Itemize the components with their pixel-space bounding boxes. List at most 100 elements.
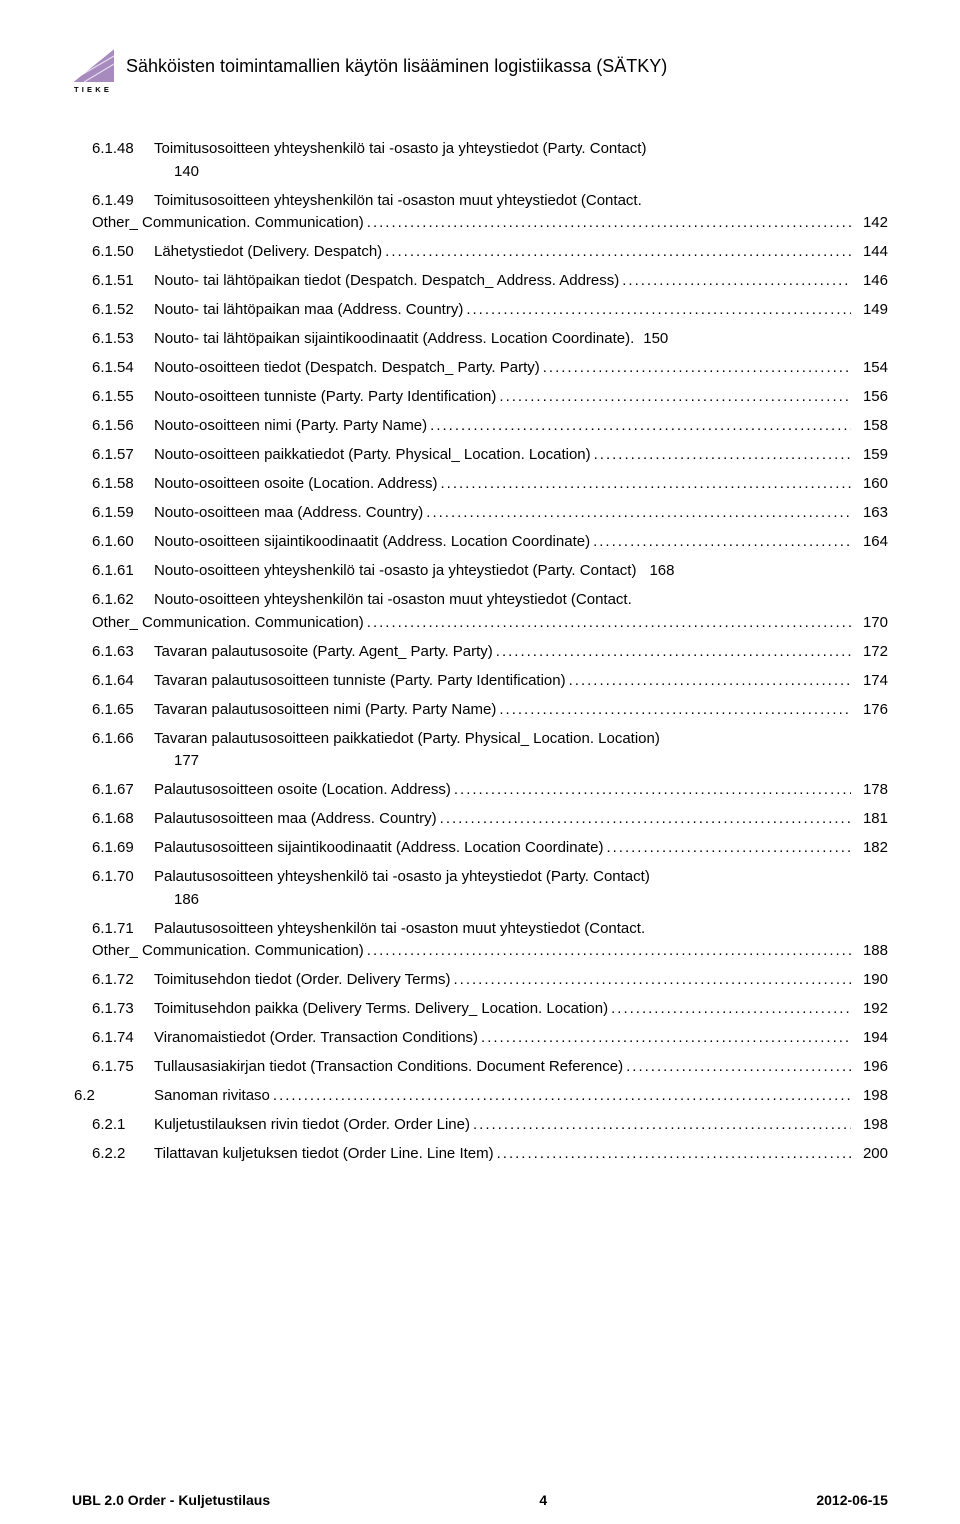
footer-doc-name: UBL 2.0 Order - Kuljetustilaus bbox=[72, 1492, 270, 1508]
logo-letters: TIEKE bbox=[72, 85, 114, 94]
toc-number: 6.1.53 bbox=[72, 328, 154, 351]
toc-entry: 6.2.2Tilattavan kuljetuksen tiedot (Orde… bbox=[72, 1143, 888, 1166]
toc-page: 164 bbox=[854, 531, 888, 554]
toc-entry: 6.1.50Lähetystiedot (Delivery. Despatch)… bbox=[72, 241, 888, 264]
toc-page: 159 bbox=[854, 444, 888, 467]
toc-number: 6.1.59 bbox=[72, 502, 154, 525]
toc-number: 6.1.64 bbox=[72, 670, 154, 693]
toc-entry: 6.1.54Nouto-osoitteen tiedot (Despatch. … bbox=[72, 357, 888, 380]
toc-text: Palautusosoitteen yhteyshenkilön tai -os… bbox=[154, 918, 645, 941]
toc-page: 158 bbox=[854, 415, 888, 438]
toc-leader bbox=[454, 969, 852, 992]
toc-leader bbox=[606, 837, 851, 860]
toc-text: Nouto-osoitteen nimi (Party. Party Name) bbox=[154, 415, 427, 438]
toc-entry: 6.1.65Tavaran palautusosoitteen nimi (Pa… bbox=[72, 699, 888, 722]
toc-text: Nouto- tai lähtöpaikan tiedot (Despatch.… bbox=[154, 270, 619, 293]
toc-number: 6.1.51 bbox=[72, 270, 154, 293]
toc-text: Lähetystiedot (Delivery. Despatch) bbox=[154, 241, 382, 264]
toc-entry: 6.1.68Palautusosoitteen maa (Address. Co… bbox=[72, 808, 888, 831]
toc-page: 149 bbox=[854, 299, 888, 322]
toc-text: Tilattavan kuljetuksen tiedot (Order Lin… bbox=[154, 1143, 494, 1166]
toc-text: Toimitusosoitteen yhteyshenkilö tai -osa… bbox=[154, 138, 646, 161]
toc-page: 200 bbox=[854, 1143, 888, 1166]
toc-text: Tavaran palautusosoite (Party. Agent_ Pa… bbox=[154, 641, 493, 664]
toc-entry: 6.1.69Palautusosoitteen sijaintikoodinaa… bbox=[72, 837, 888, 860]
toc-leader bbox=[426, 502, 851, 525]
page-header: TIEKE Sähköisten toimintamallien käytön … bbox=[72, 48, 888, 94]
toc-text: Nouto-osoitteen sijaintikoodinaatit (Add… bbox=[154, 531, 590, 554]
toc-entry: 6.1.58Nouto-osoitteen osoite (Location. … bbox=[72, 473, 888, 496]
toc-text: Nouto-osoitteen tiedot (Despatch. Despat… bbox=[154, 357, 540, 380]
toc-text: Palautusosoitteen maa (Address. Country) bbox=[154, 808, 437, 831]
toc-page: 144 bbox=[854, 241, 888, 264]
toc-leader bbox=[622, 270, 851, 293]
toc-number: 6.1.60 bbox=[72, 531, 154, 554]
toc-entry: 6.1.61Nouto-osoitteen yhteyshenkilö tai … bbox=[72, 560, 888, 583]
toc-leader bbox=[441, 473, 852, 496]
toc-entry: 6.1.52Nouto- tai lähtöpaikan maa (Addres… bbox=[72, 299, 888, 322]
toc-text: Kuljetustilauksen rivin tiedot (Order. O… bbox=[154, 1114, 470, 1137]
toc-text: Other_ Communication. Communication) bbox=[92, 940, 364, 963]
toc-text: Nouto- tai lähtöpaikan sijaintikoodinaat… bbox=[154, 328, 634, 351]
toc-text: Nouto-osoitteen osoite (Location. Addres… bbox=[154, 473, 438, 496]
toc-entry: 6.1.59Nouto-osoitteen maa (Address. Coun… bbox=[72, 502, 888, 525]
toc-entry: 6.1.56Nouto-osoitteen nimi (Party. Party… bbox=[72, 415, 888, 438]
toc-leader bbox=[496, 641, 851, 664]
toc-page: 198 bbox=[854, 1085, 888, 1108]
toc-number: 6.1.65 bbox=[72, 699, 154, 722]
toc-leader bbox=[497, 1143, 851, 1166]
toc-number: 6.1.67 bbox=[72, 779, 154, 802]
toc-text: Palautusosoitteen osoite (Location. Addr… bbox=[154, 779, 451, 802]
toc-number: 6.2.1 bbox=[72, 1114, 154, 1137]
toc-text: Toimitusehdon paikka (Delivery Terms. De… bbox=[154, 998, 608, 1021]
toc-number: 6.1.69 bbox=[72, 837, 154, 860]
toc-text: Tavaran palautusosoitteen paikkatiedot (… bbox=[154, 728, 660, 751]
toc-text: Sanoman rivitaso bbox=[154, 1085, 270, 1108]
toc-text: Nouto- tai lähtöpaikan maa (Address. Cou… bbox=[154, 299, 463, 322]
toc-number: 6.2.2 bbox=[72, 1143, 154, 1166]
toc-page: 160 bbox=[854, 473, 888, 496]
toc-entry: 6.1.73Toimitusehdon paikka (Delivery Ter… bbox=[72, 998, 888, 1021]
toc-page: 178 bbox=[854, 779, 888, 802]
toc-page: 170 bbox=[854, 612, 888, 635]
toc-entry: 6.1.63Tavaran palautusosoite (Party. Age… bbox=[72, 641, 888, 664]
toc-page: 190 bbox=[854, 969, 888, 992]
toc-leader bbox=[367, 612, 851, 635]
toc-text: Nouto-osoitteen yhteyshenkilö tai -osast… bbox=[154, 560, 636, 583]
toc-page: 194 bbox=[854, 1027, 888, 1050]
toc-entry: 6.1.64Tavaran palautusosoitteen tunniste… bbox=[72, 670, 888, 693]
toc-leader bbox=[593, 531, 851, 554]
toc-number: 6.1.68 bbox=[72, 808, 154, 831]
toc-number: 6.1.63 bbox=[72, 641, 154, 664]
toc-page: 196 bbox=[854, 1056, 888, 1079]
toc-page: 188 bbox=[854, 940, 888, 963]
toc-text: Nouto-osoitteen maa (Address. Country) bbox=[154, 502, 423, 525]
toc-leader bbox=[466, 299, 851, 322]
toc-number: 6.1.48 bbox=[72, 138, 154, 161]
footer-page-number: 4 bbox=[539, 1492, 547, 1508]
toc-leader bbox=[273, 1085, 851, 1108]
toc-entry-multiline: 6.1.49Toimitusosoitteen yhteyshenkilön t… bbox=[72, 190, 888, 235]
toc-number: 6.1.55 bbox=[72, 386, 154, 409]
toc-page: 174 bbox=[854, 670, 888, 693]
toc-number: 6.1.56 bbox=[72, 415, 154, 438]
toc-number: 6.1.57 bbox=[72, 444, 154, 467]
toc-text: Tullausasiakirjan tiedot (Transaction Co… bbox=[154, 1056, 623, 1079]
toc-text: Toimitusehdon tiedot (Order. Delivery Te… bbox=[154, 969, 451, 992]
toc-text: Tavaran palautusosoitteen tunniste (Part… bbox=[154, 670, 566, 693]
toc-number: 6.1.71 bbox=[72, 918, 154, 941]
toc-number: 6.1.66 bbox=[72, 728, 154, 751]
toc-leader bbox=[499, 386, 851, 409]
toc-entry-multiline: 6.1.71Palautusosoitteen yhteyshenkilön t… bbox=[72, 918, 888, 963]
toc-text: Tavaran palautusosoitteen nimi (Party. P… bbox=[154, 699, 496, 722]
toc-entry: 6.1.55Nouto-osoitteen tunniste (Party. P… bbox=[72, 386, 888, 409]
page-footer: UBL 2.0 Order - Kuljetustilaus 4 2012-06… bbox=[72, 1492, 888, 1508]
toc-leader bbox=[440, 808, 851, 831]
toc-number: 6.2 bbox=[72, 1085, 154, 1108]
toc-page: 176 bbox=[854, 699, 888, 722]
toc-number: 6.1.70 bbox=[72, 866, 154, 889]
tieke-logo: TIEKE bbox=[72, 48, 114, 94]
toc-entry: 6.1.75Tullausasiakirjan tiedot (Transact… bbox=[72, 1056, 888, 1079]
toc-page: 146 bbox=[854, 270, 888, 293]
toc-number: 6.1.72 bbox=[72, 969, 154, 992]
